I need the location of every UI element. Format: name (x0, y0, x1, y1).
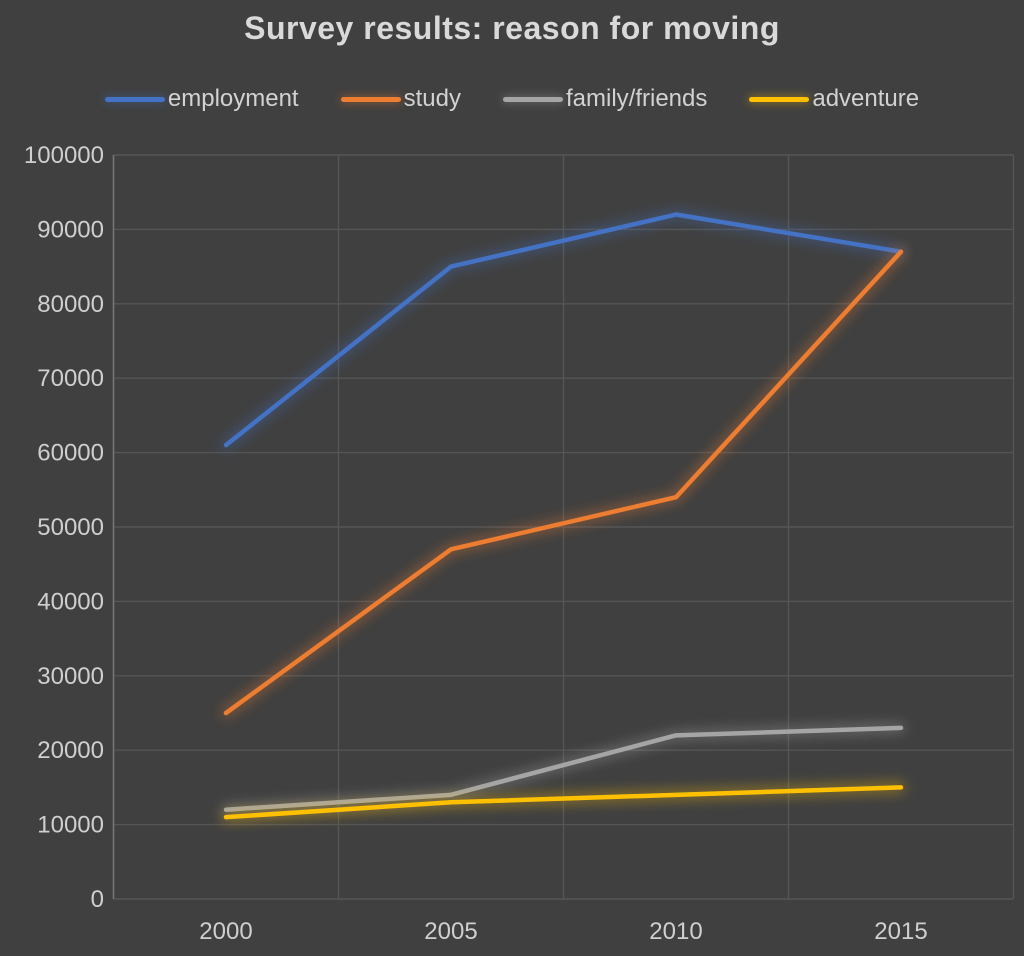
legend-item-employment: employment (104, 85, 299, 112)
adventure-line-swatch-icon (749, 96, 810, 102)
x-axis-tick-label: 2010 (649, 918, 702, 945)
y-axis-tick-label: 70000 (37, 365, 104, 392)
y-axis-tick-label: 80000 (37, 291, 104, 318)
chart-legend: employment study family/friends adventur… (0, 87, 1024, 111)
x-axis-tick-label: 2000 (199, 918, 252, 945)
legend-label-family-friends: family/friends (565, 85, 708, 112)
y-axis-tick-label: 10000 (37, 812, 104, 839)
series-line-employment (223, 212, 904, 448)
family-friends-line-swatch-icon (502, 96, 563, 102)
legend-label-adventure: adventure (812, 85, 920, 112)
y-axis-tick-label: 60000 (37, 440, 104, 467)
y-axis-tick-label: 40000 (37, 588, 104, 615)
y-axis-tick-label: 30000 (37, 663, 104, 690)
series-line-adventure (223, 785, 904, 820)
legend-item-adventure: adventure (749, 87, 919, 111)
employment-line-swatch-icon (104, 96, 165, 102)
x-axis-tick-label: 2005 (424, 918, 477, 945)
y-axis-tick-label: 0 (91, 886, 104, 913)
y-axis-tick-label: 20000 (37, 737, 104, 764)
legend-item-study: study (340, 85, 461, 112)
y-axis-tick-label: 50000 (37, 514, 104, 541)
study-line-swatch-icon (340, 96, 401, 102)
x-axis-tick-label: 2015 (874, 918, 927, 945)
legend-label-employment: employment (167, 85, 299, 112)
chart-title: Survey results: reason for moving (244, 10, 780, 46)
series-line-family-friends (223, 725, 904, 812)
y-axis-tick-label: 100000 (24, 142, 104, 169)
y-axis-tick-label: 90000 (37, 216, 104, 243)
legend-label-study: study (403, 85, 461, 112)
legend-item-family-friends: family/friends (502, 85, 708, 112)
series-line-study (223, 249, 904, 716)
